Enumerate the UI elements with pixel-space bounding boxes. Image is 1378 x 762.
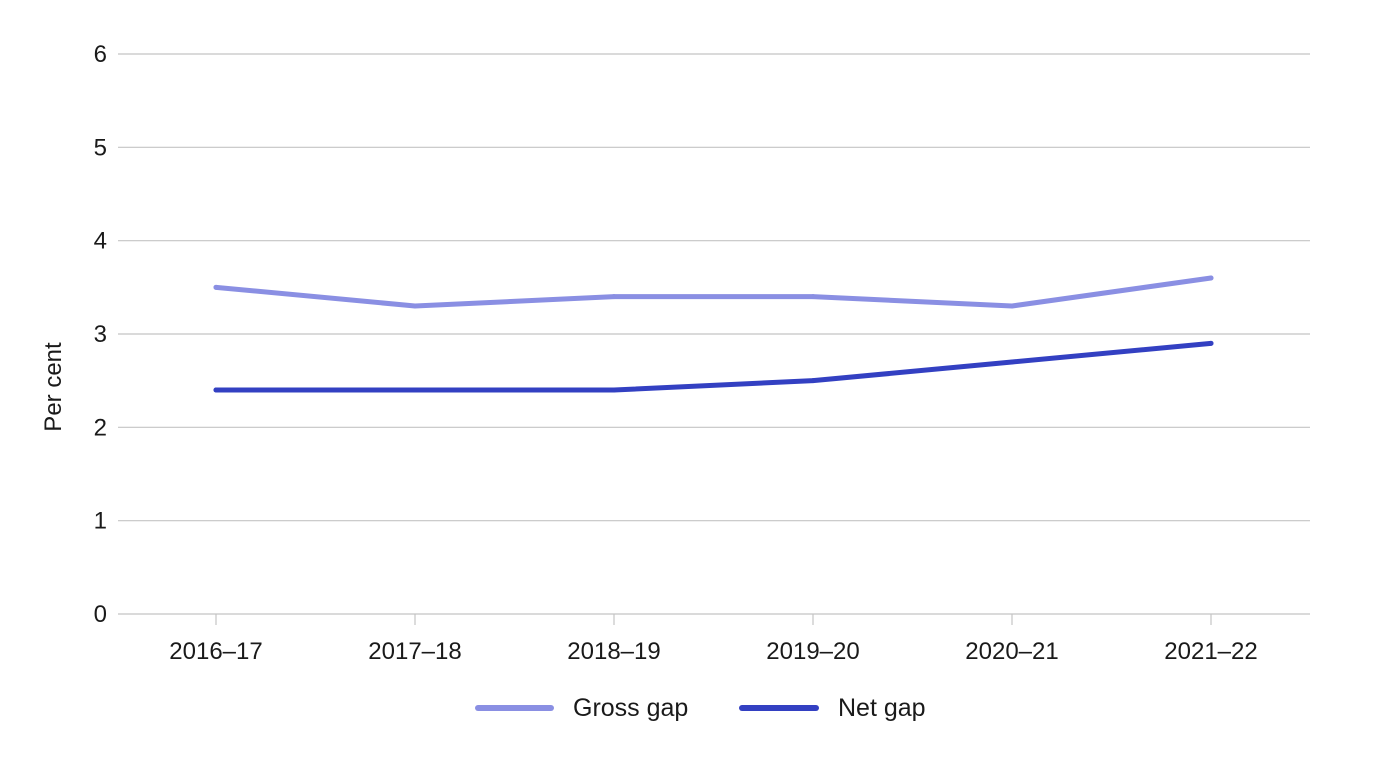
x-tick-label: 2017–18 <box>368 638 461 665</box>
data-point-gross-gap <box>412 303 418 309</box>
data-point-gross-gap <box>1009 303 1015 309</box>
x-tick-label: 2020–21 <box>965 638 1058 665</box>
y-tick-label: 3 <box>94 321 107 348</box>
gridlines <box>118 53 1310 615</box>
series-line-gross-gap <box>213 275 1214 309</box>
data-point-net-gap <box>1009 359 1015 365</box>
x-tick-label: 2016–17 <box>169 638 262 665</box>
data-point-net-gap <box>412 387 418 393</box>
data-point-net-gap <box>1208 340 1214 346</box>
legend-item-gross-gap: Gross gap <box>475 694 688 722</box>
y-tick-label: 0 <box>94 601 107 628</box>
data-point-gross-gap <box>810 294 816 300</box>
y-tick-label: 1 <box>94 508 107 535</box>
x-axis-ticks: 2016–17 2017–18 2018–19 2019–20 2020–21 2021–… <box>169 614 1258 665</box>
data-point-gross-gap <box>611 294 617 300</box>
legend-item-net-gap: Net gap <box>739 694 926 722</box>
y-tick-label: 2 <box>94 414 107 441</box>
series-lines <box>213 275 1214 393</box>
y-axis-title: Per cent <box>40 342 67 432</box>
data-point-gross-gap <box>213 284 219 290</box>
legend: Gross gap Net gap <box>475 694 926 722</box>
data-point-net-gap <box>810 378 816 384</box>
legend-label: Net gap <box>838 694 926 722</box>
x-tick-label: 2018–19 <box>567 638 660 665</box>
data-point-gross-gap <box>1208 275 1214 281</box>
data-point-net-gap <box>611 387 617 393</box>
data-point-net-gap <box>213 387 219 393</box>
y-tick-label: 4 <box>94 228 107 255</box>
y-tick-label: 6 <box>94 41 107 68</box>
x-tick-label: 2021–22 <box>1164 638 1257 665</box>
y-axis-ticks: 0 1 2 3 4 5 6 <box>94 41 107 628</box>
x-tick-label: 2019–20 <box>766 638 859 665</box>
y-tick-label: 5 <box>94 134 107 161</box>
legend-label: Gross gap <box>573 694 688 722</box>
series-line-net-gap <box>213 340 1214 393</box>
